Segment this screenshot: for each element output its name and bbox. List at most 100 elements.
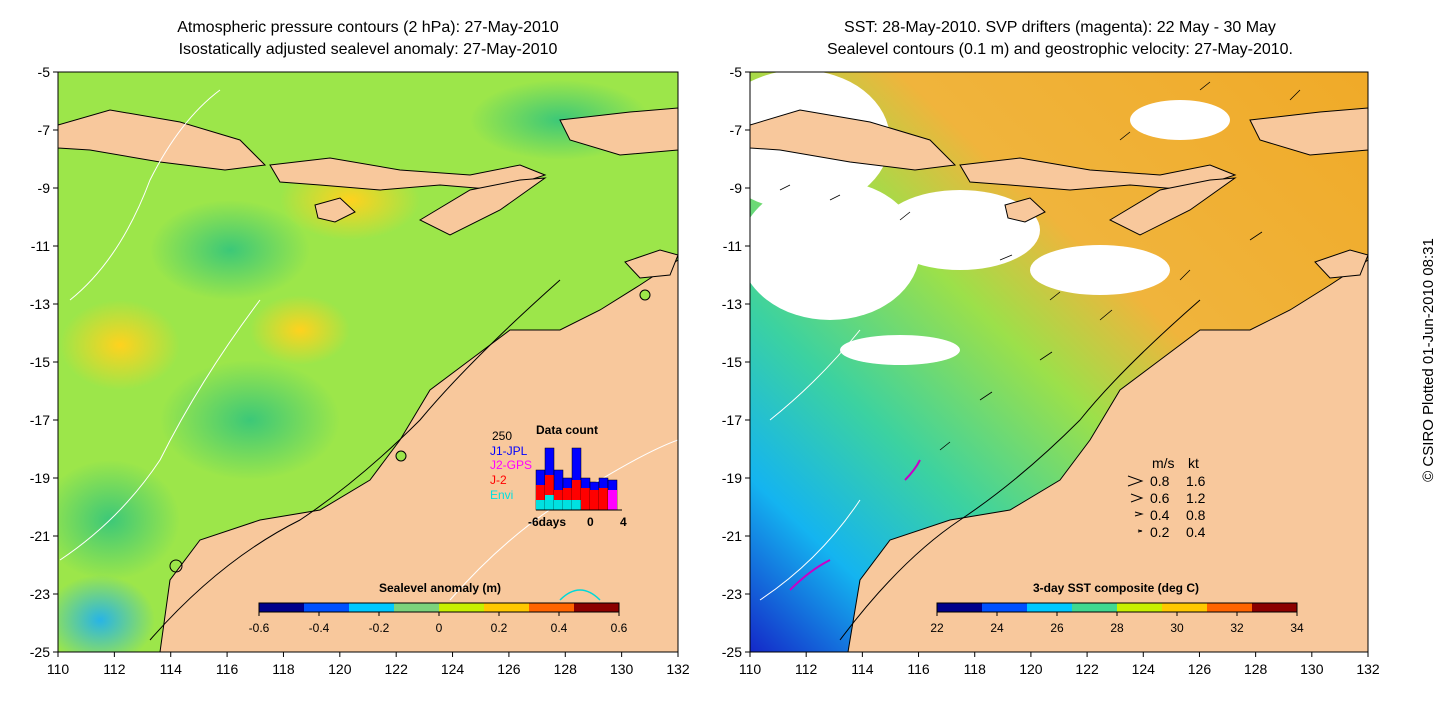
left-x-tick: 110 — [47, 661, 70, 677]
velocity-row3-ms: 0.4 — [1150, 507, 1170, 523]
velocity-row1-kt: 1.6 — [1186, 473, 1206, 489]
right-y-tick: -19 — [722, 470, 742, 486]
right-y-tick: -7 — [730, 122, 743, 138]
left-colorbar-swatch — [484, 603, 530, 612]
credit-text: © CSIRO Plotted 01-Jun-2010 08:31 — [1420, 238, 1437, 482]
right-colorbar-tick: 24 — [990, 621, 1004, 635]
right-x-tick: 114 — [851, 661, 874, 677]
right-y-tick: -15 — [722, 354, 742, 370]
left-colorbar-tick: -0.6 — [249, 621, 270, 635]
velocity-row4-kt: 0.4 — [1186, 524, 1206, 540]
left-y-tick: -15 — [30, 354, 50, 370]
left-x-tick: 126 — [497, 661, 521, 677]
left-x-tick: 116 — [216, 661, 239, 677]
left-title-line1: Atmospheric pressure contours (2 hPa): 2… — [177, 19, 559, 36]
left-colorbar-tick: 0.6 — [611, 621, 628, 635]
left-x-tick: 118 — [272, 661, 295, 677]
right-y-tick: -5 — [730, 64, 743, 80]
right-colorbar-swatch — [937, 603, 983, 612]
left-colorbar-tick: 0 — [436, 621, 443, 635]
right-axes: 110 112 114 116 118 120 122 124 126 128 130 132 -5 -7… — [722, 64, 1380, 677]
right-colorbar-swatch — [1072, 603, 1118, 612]
data-count-xlabel-end: 4 — [620, 515, 627, 529]
velocity-legend: m/s kt 0.8 1.6 0.6 1.2 0.4 0.8 0.2 0.4 — [1127, 455, 1206, 540]
data-count-xlabel-zero: 0 — [587, 515, 594, 529]
right-x-tick: 132 — [1356, 661, 1380, 677]
right-x-tick: 112 — [795, 661, 818, 677]
left-y-tick: -19 — [30, 470, 50, 486]
arrow-0-4-icon — [1134, 511, 1144, 517]
right-colorbar-swatch — [1252, 603, 1298, 612]
left-x-tick: 122 — [385, 661, 409, 677]
right-colorbar-swatch — [1027, 603, 1073, 612]
right-colorbar-tick: 34 — [1290, 621, 1304, 635]
data-count-title: Data count — [536, 423, 598, 437]
right-x-tick: 124 — [1132, 661, 1156, 677]
right-colorbar-tick: 30 — [1170, 621, 1184, 635]
left-y-tick: -9 — [38, 180, 51, 196]
left-colorbar-swatch — [394, 603, 440, 612]
left-colorbar-swatch — [574, 603, 620, 612]
left-land-timor-islands — [58, 109, 267, 171]
right-x-tick: 130 — [1300, 661, 1324, 677]
right-x-tick: 116 — [907, 661, 930, 677]
velocity-row2-ms: 0.6 — [1150, 490, 1170, 506]
left-y-tick: -7 — [38, 122, 51, 138]
right-colorbar-tick: 26 — [1050, 621, 1064, 635]
left-x-tick: 124 — [441, 661, 465, 677]
right-y-tick: -11 — [723, 238, 742, 254]
left-y-tick: -25 — [30, 644, 50, 660]
right-colorbar-tick: 28 — [1110, 621, 1124, 635]
right-colorbar-label: 3-day SST composite (deg C) — [1033, 581, 1199, 595]
right-y-tick: -23 — [722, 586, 742, 602]
legend-j2-gps: J2-GPS — [490, 458, 532, 472]
left-x-tick: 112 — [103, 661, 126, 677]
left-y-tick: -13 — [30, 296, 50, 312]
left-colorbar-swatch — [349, 603, 395, 612]
right-y-tick: -25 — [722, 644, 742, 660]
left-map — [58, 72, 678, 652]
legend-envi: Envi — [490, 488, 513, 502]
right-x-tick: 120 — [1019, 661, 1043, 677]
left-y-tick: -5 — [38, 64, 51, 80]
left-colorbar-tick: 0.4 — [551, 621, 568, 635]
left-x-tick: 132 — [666, 661, 690, 677]
data-count-bars — [535, 447, 622, 511]
right-map — [750, 72, 1368, 652]
velocity-header-kt: kt — [1188, 455, 1199, 471]
velocity-row2-kt: 1.2 — [1186, 490, 1206, 506]
arrow-0-2-icon — [1137, 529, 1143, 533]
left-x-tick: 130 — [610, 661, 634, 677]
right-x-tick: 122 — [1075, 661, 1099, 677]
right-colorbar: 3-day SST composite (deg C) 22 24 26 28 30 32… — [930, 581, 1304, 635]
left-colorbar-tick: -0.2 — [369, 621, 390, 635]
velocity-row4-ms: 0.2 — [1150, 524, 1170, 540]
velocity-row1-ms: 0.8 — [1150, 473, 1170, 489]
velocity-row3-kt: 0.8 — [1186, 507, 1206, 523]
right-colorbar-tick: 32 — [1230, 621, 1244, 635]
left-y-tick: -17 — [30, 412, 50, 428]
left-colorbar: Sealevel anomaly (m) -0.6 -0.4 -0.2 0 0.2 0.4… — [249, 581, 628, 635]
right-title-line2: Sealevel contours (0.1 m) and geostrophi… — [826, 41, 1293, 58]
legend-j1-jpl: J1-JPL — [490, 444, 528, 458]
left-x-tick: 114 — [160, 661, 183, 677]
data-count-inset: Data count 250 J1-JPL J2-GPS J-2 Envi — [490, 423, 627, 529]
right-x-tick: 126 — [1188, 661, 1212, 677]
left-y-tick: -11 — [31, 238, 50, 254]
left-x-tick: 128 — [554, 661, 578, 677]
right-colorbar-tick: 22 — [930, 621, 944, 635]
data-count-ymax: 250 — [492, 429, 512, 443]
arrow-0-6-icon — [1130, 493, 1144, 503]
right-y-tick: -13 — [722, 296, 742, 312]
right-land-timor-islands — [750, 109, 957, 171]
right-colorbar-swatch — [1207, 603, 1253, 612]
arrow-0-8-icon — [1127, 475, 1144, 487]
left-title-line2: Isostatically adjusted sealevel anomaly:… — [178, 41, 558, 58]
left-colorbar-swatch — [304, 603, 350, 612]
right-y-tick: -9 — [730, 180, 743, 196]
data-count-xlabel-start: -6days — [528, 515, 566, 529]
legend-j-2: J-2 — [490, 473, 507, 487]
left-colorbar-swatch — [529, 603, 575, 612]
left-colorbar-tick: -0.4 — [309, 621, 330, 635]
right-title-line1: SST: 28-May-2010. SVP drifters (magenta)… — [844, 19, 1276, 36]
